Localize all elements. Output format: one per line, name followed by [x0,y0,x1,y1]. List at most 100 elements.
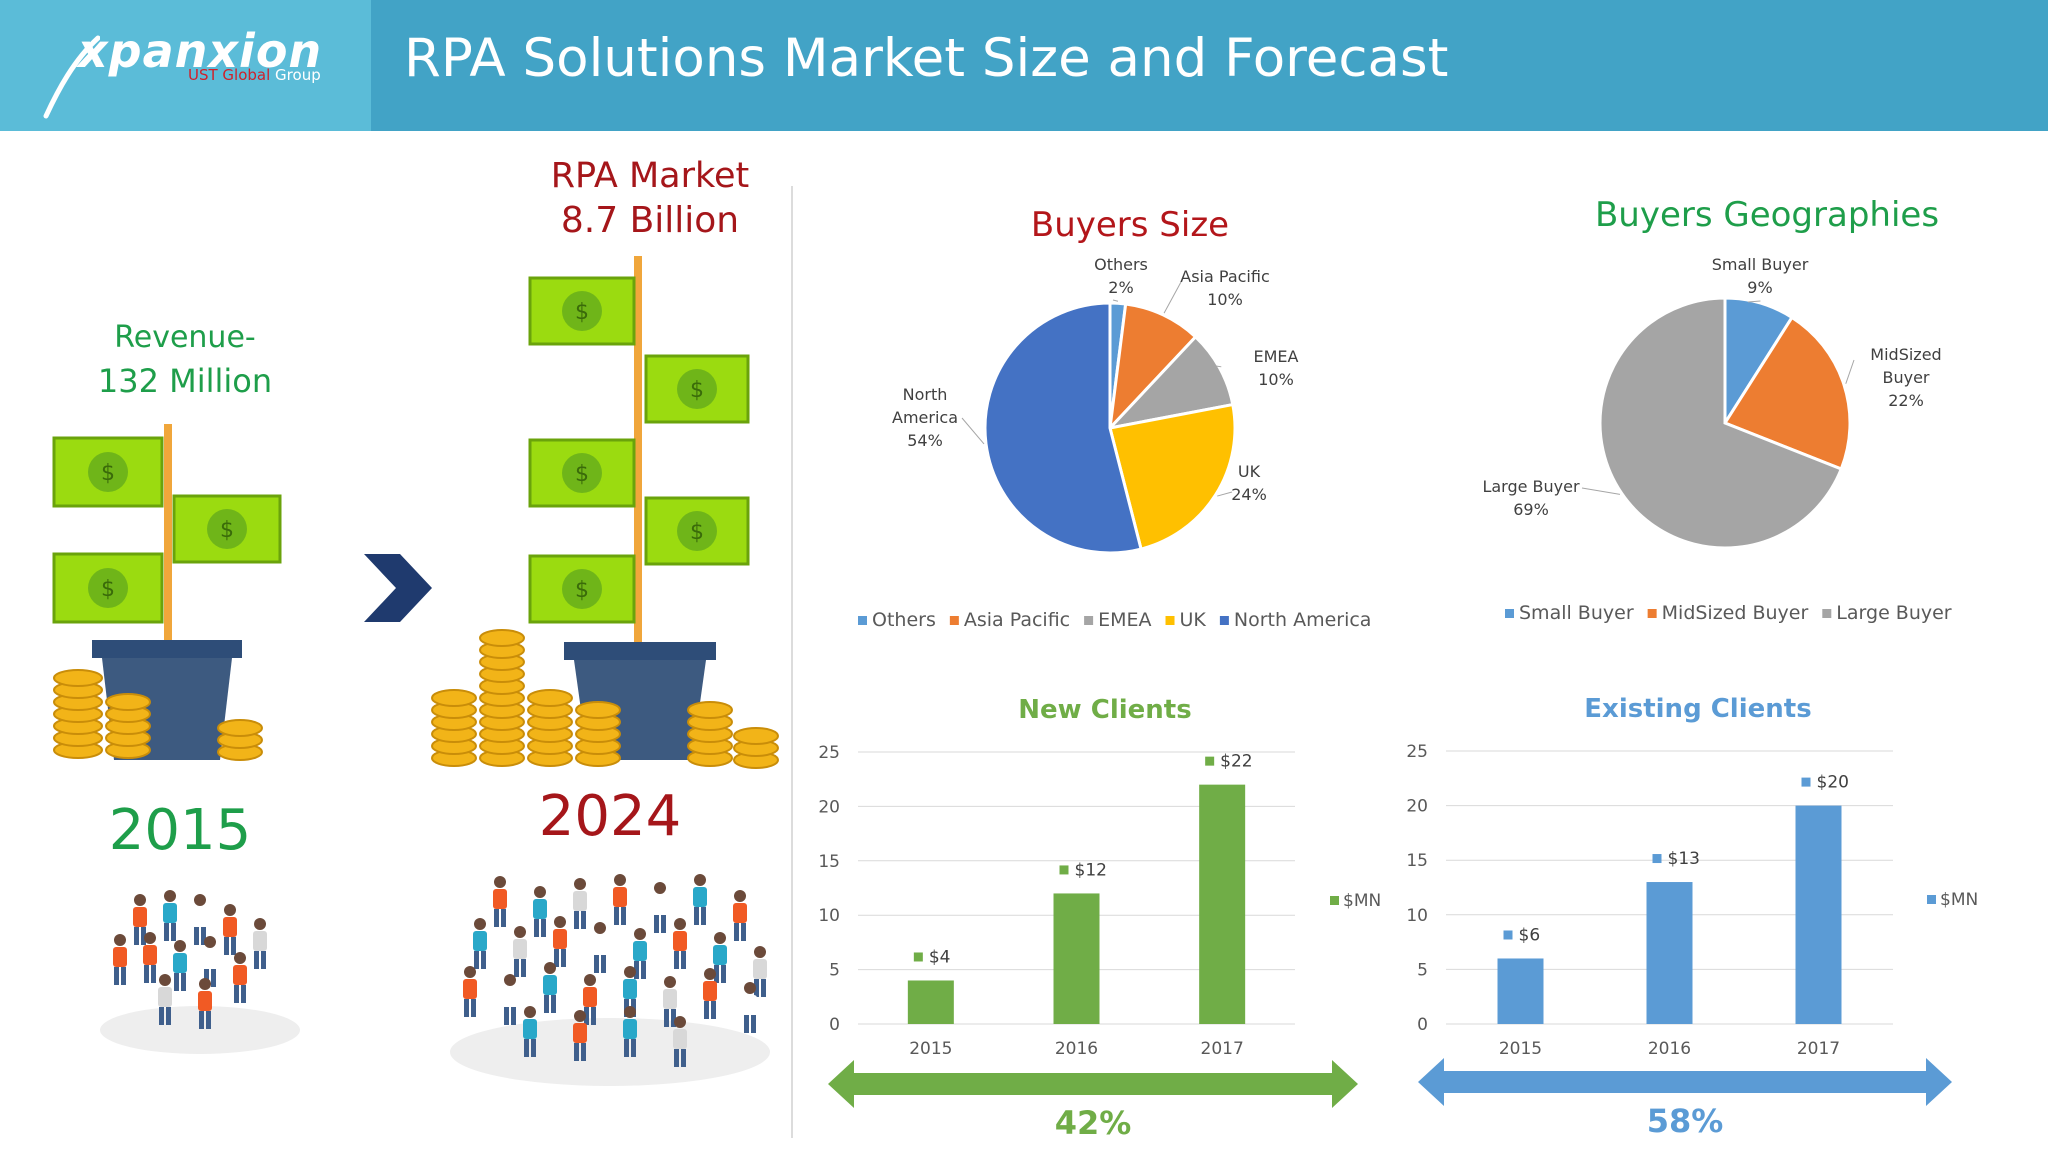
bill-icon: $ [52,552,164,624]
y-tick-label: 5 [829,961,840,981]
bill-icon: $ [528,276,636,346]
bar-2016 [1053,893,1100,1024]
growth-percent: 42% [1055,1104,1132,1142]
legend-swatch [949,616,959,625]
person-icon [158,974,172,1025]
pie-data-label: Large Buyer 69% [1482,477,1580,519]
person-icon [713,932,727,983]
svg-text:$: $ [575,578,589,603]
x-tick-label: 2017 [1201,1039,1244,1059]
person-icon [583,974,597,1025]
legend-label: North America [1234,609,1372,631]
svg-text:$: $ [220,518,234,543]
svg-text:$: $ [690,378,704,403]
person-icon [463,966,477,1017]
logo-swoosh-icon [43,35,100,119]
money-plant-2024-icon: $ $ $ $ $ [431,256,779,769]
legend-label: $MN [1940,890,1978,910]
y-tick-label: 0 [1417,1015,1428,1035]
logo-sub-red: UST Global [188,66,271,84]
logo-box [0,0,371,131]
bar-2015 [907,980,954,1024]
data-label-swatch [913,952,923,962]
x-tick-label: 2015 [1499,1039,1542,1059]
bar-2016 [1646,882,1693,1024]
person-icon [203,936,217,987]
svg-text:$: $ [101,461,115,486]
legend-label: Small Buyer [1519,602,1634,624]
data-label-swatch [1059,865,1069,875]
legend-label: UK [1180,609,1207,631]
pie-slice-uk [1108,402,1237,551]
bar-chart-title: Existing Clients [1584,694,1811,724]
person-icon [523,1006,537,1057]
y-tick-label: 20 [818,797,840,817]
person-icon [593,922,607,973]
pie-title: Buyers Size [1031,205,1229,245]
leader-line [1112,299,1119,302]
svg-text:$: $ [575,300,589,325]
bar-data-label: $13 [1668,849,1700,869]
person-icon [193,894,207,945]
person-icon [733,890,747,941]
bill-icon: $ [644,496,750,566]
revenue-value: 132 Million [97,362,273,400]
leader-line [1845,359,1855,384]
person-icon [503,974,517,1025]
pie-data-label: Small Buyer 9% [1712,255,1809,297]
person-icon [573,1010,587,1061]
person-icon [113,934,127,985]
person-icon [223,904,237,955]
y-tick-label: 15 [1406,851,1428,871]
legend-swatch [1330,896,1339,905]
growth-arrow-icon [1418,1058,1952,1106]
pie-slice-emea [1105,334,1235,431]
person-icon [473,918,487,969]
data-label-swatch [1205,756,1215,766]
bar-data-label: $22 [1220,752,1252,772]
person-icon [743,982,757,1033]
leader-line [1747,300,1761,303]
person-icon [623,1006,637,1057]
person-icon [753,946,767,997]
bar-chart-title: New Clients [1018,695,1191,725]
bill-icon: $ [528,438,636,508]
person-icon [613,874,627,925]
pie-slice-midsized-buyer [1722,315,1852,471]
market-label: RPA Market [550,156,750,196]
person-icon [533,886,547,937]
chevron-right-icon [364,554,432,622]
person-icon [573,878,587,929]
person-icon [633,928,647,979]
person-icon [693,874,707,925]
legend-label: $MN [1343,891,1381,911]
leader-line [1163,281,1182,314]
pie-slice-asia-pacific [1107,302,1198,433]
x-tick-label: 2016 [1055,1039,1098,1059]
person-icon [143,932,157,983]
data-label-swatch [1652,854,1662,864]
data-label-swatch [1801,777,1811,787]
growth-arrow-icon [828,1060,1358,1108]
person-icon [233,952,247,1003]
bar-2017 [1199,784,1246,1024]
y-tick-label: 15 [818,852,840,872]
y-tick-label: 25 [818,743,840,763]
x-tick-label: 2015 [909,1039,952,1059]
x-tick-label: 2017 [1797,1039,1840,1059]
logo: xpanxion [78,24,323,78]
legend-swatch [1084,616,1094,625]
logo-subtitle: UST Global Group [188,66,321,84]
legend-label: Others [872,609,936,631]
bill-icon: $ [644,354,750,424]
page-title: RPA Solutions Market Size and Forecast [404,28,1449,89]
legend-swatch [1219,616,1229,625]
year-2015: 2015 [108,798,252,863]
svg-text:$: $ [575,462,589,487]
pie-data-label: Asia Pacific 10% [1180,267,1269,309]
year-2024: 2024 [538,784,682,849]
pie-data-label: North America 54% [892,385,958,450]
pie-data-label: UK 24% [1231,462,1267,504]
legend-swatch [1505,609,1514,618]
pie-data-label: Others 2% [1094,255,1148,297]
